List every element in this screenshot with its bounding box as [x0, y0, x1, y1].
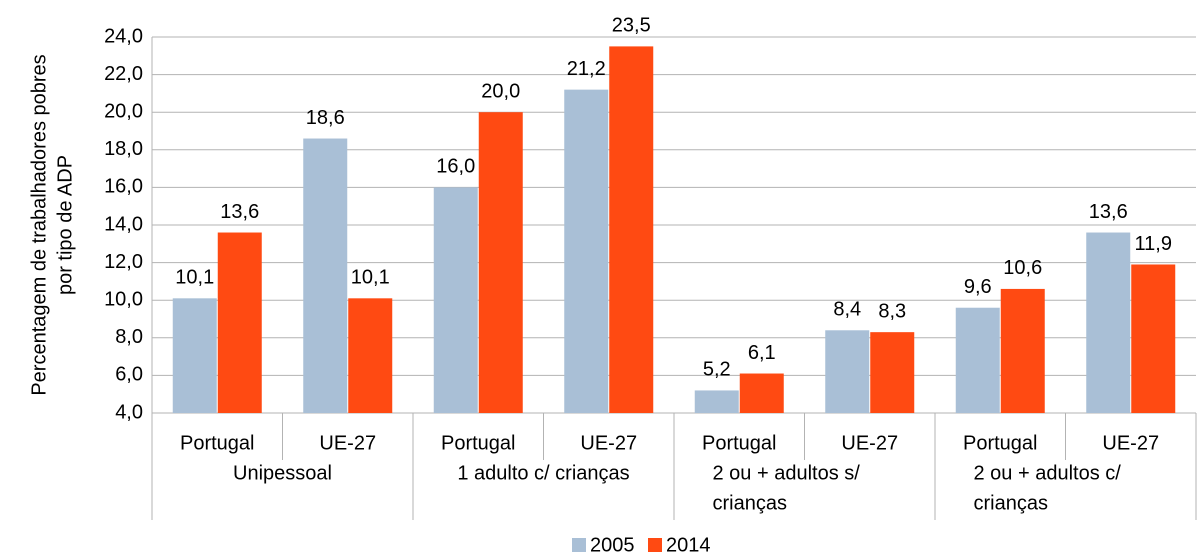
value-label: 11,9 — [1135, 233, 1172, 255]
value-label: 13,6 — [220, 201, 259, 223]
legend-label: 2005 — [590, 534, 635, 556]
bar — [870, 332, 915, 413]
x-tick-label: Portugal — [441, 432, 516, 454]
bar — [478, 112, 523, 413]
x-tick-label: UE-27 — [841, 432, 898, 454]
y-tick-label: 4,0 — [115, 401, 143, 423]
legend-label: 2014 — [666, 534, 711, 556]
bar — [739, 373, 784, 413]
y-axis-title: por tipo de ADP — [54, 155, 76, 295]
value-label: 8,3 — [878, 300, 906, 322]
group-label: 2 ou + adultos s/ — [713, 462, 861, 484]
value-label: 13,6 — [1089, 201, 1128, 223]
value-label: 16,0 — [436, 156, 475, 178]
bar — [564, 89, 609, 413]
value-label: 10,6 — [1003, 257, 1042, 279]
bar — [1131, 264, 1176, 413]
x-tick-label: Portugal — [963, 432, 1038, 454]
bar — [609, 46, 654, 414]
y-axis-title: Percentagem de trabalhadores pobres — [28, 54, 50, 395]
x-tick-label: Portugal — [180, 432, 255, 454]
group-label: 2 ou + adultos c/ — [974, 462, 1122, 484]
value-label: 20,0 — [481, 80, 520, 102]
value-label: 18,6 — [306, 107, 345, 129]
x-tick-label: Portugal — [702, 432, 777, 454]
legend-swatch — [572, 538, 586, 552]
bar — [694, 390, 739, 413]
group-label: Unipessoal — [233, 462, 332, 484]
y-tick-label: 22,0 — [104, 63, 143, 85]
bar — [1000, 288, 1045, 413]
value-label: 23,5 — [612, 15, 651, 37]
x-tick-label: UE-27 — [580, 432, 637, 454]
bar — [955, 307, 1000, 413]
y-tick-label: 24,0 — [104, 25, 143, 47]
bar — [1086, 232, 1131, 413]
legend-swatch — [648, 538, 662, 552]
y-tick-label: 16,0 — [104, 176, 143, 198]
group-label: crianças — [974, 492, 1048, 514]
value-label: 10,1 — [351, 267, 390, 289]
y-tick-label: 8,0 — [115, 326, 143, 348]
y-tick-label: 10,0 — [104, 288, 143, 310]
y-tick-label: 12,0 — [104, 251, 143, 273]
y-tick-label: 20,0 — [104, 100, 143, 122]
bar — [825, 330, 870, 413]
y-tick-label: 14,0 — [104, 213, 143, 235]
y-tick-label: 18,0 — [104, 138, 143, 160]
bar — [217, 232, 262, 413]
bar — [348, 298, 393, 413]
value-label: 10,1 — [175, 267, 214, 289]
x-tick-label: UE-27 — [319, 432, 376, 454]
value-label: 9,6 — [964, 276, 992, 298]
y-tick-label: 6,0 — [115, 364, 143, 386]
bar — [433, 187, 478, 413]
bar — [172, 298, 217, 413]
value-label: 8,4 — [833, 299, 861, 321]
value-label: 5,2 — [703, 359, 731, 381]
value-label: 6,1 — [748, 342, 776, 364]
group-label: 1 adulto c/ crianças — [457, 462, 629, 484]
bar — [303, 138, 348, 413]
value-label: 21,2 — [567, 58, 606, 80]
group-label: crianças — [713, 492, 787, 514]
x-tick-label: UE-27 — [1102, 432, 1159, 454]
